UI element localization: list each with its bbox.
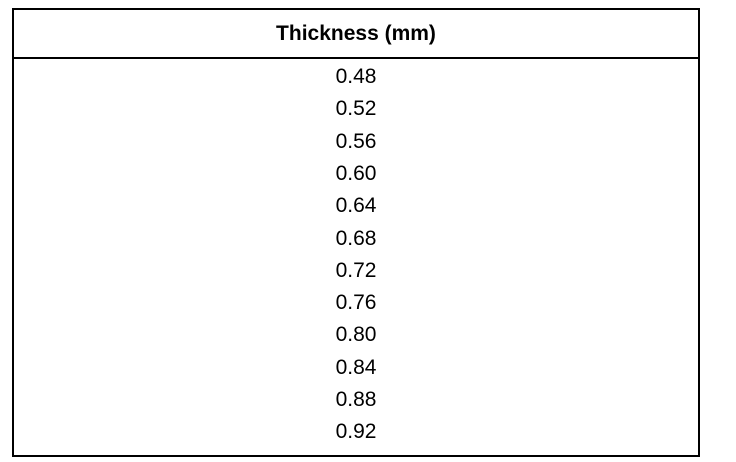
- table-cell: 0.88: [335, 388, 377, 411]
- table-cell: 0.80: [335, 323, 377, 347]
- table-cell: 0.60: [335, 161, 377, 185]
- table: Thickness (mm) 0.48 0.52 0.56 0.60 0.64 0.68 0…: [12, 8, 700, 457]
- table-cell: 0.64: [335, 194, 377, 218]
- table-cell: 0.52: [335, 97, 377, 121]
- table-cell: 0.48: [335, 65, 377, 88]
- table-cell: 0.56: [335, 129, 377, 153]
- table-cell: 0.92: [335, 420, 377, 444]
- table-cell: 0.72: [335, 258, 377, 282]
- table-cell: 0.68: [335, 226, 377, 250]
- table-header: Thickness (mm): [14, 10, 698, 59]
- table-cell: 0.84: [335, 355, 377, 379]
- table-cell: 0.76: [335, 291, 377, 315]
